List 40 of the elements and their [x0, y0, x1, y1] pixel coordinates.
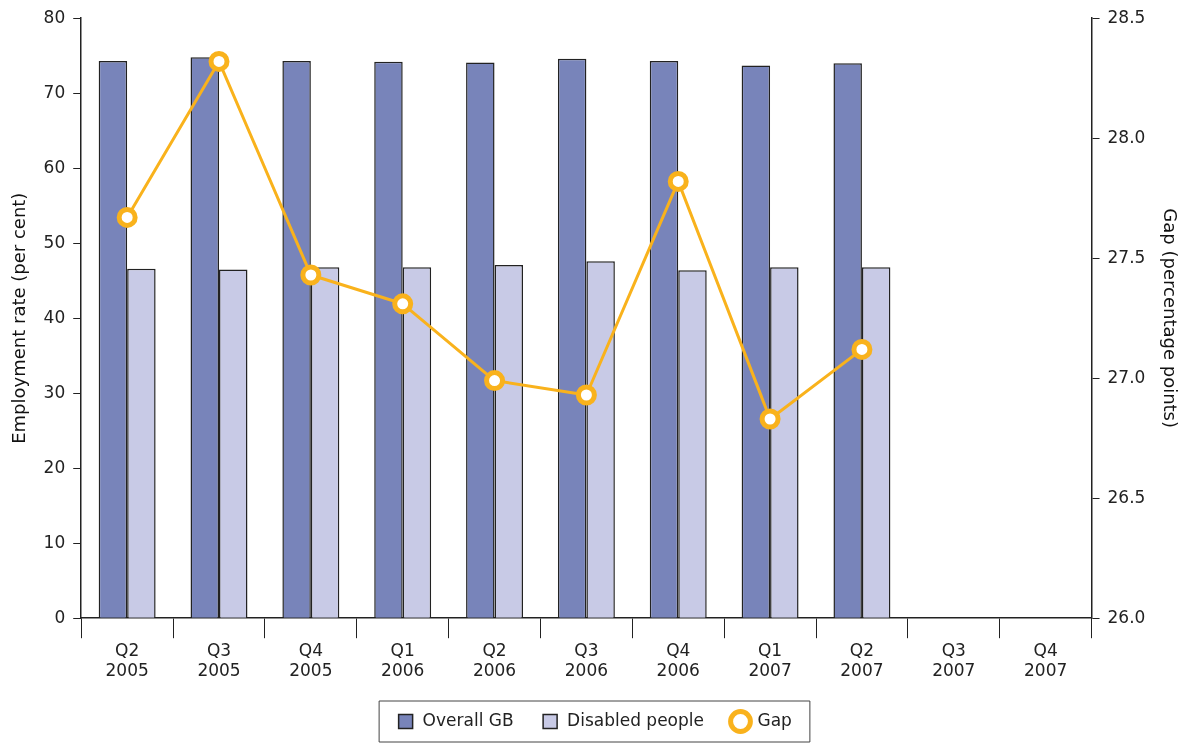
- point: [208, 50, 230, 72]
- y-tick-label: 70: [43, 81, 66, 102]
- legend-label: Overall GB: [422, 709, 514, 730]
- x-tick-label: Q2 2006: [472, 639, 517, 681]
- point: [851, 338, 873, 360]
- x-tick-label: Q2 2005: [105, 639, 149, 681]
- point: [575, 384, 597, 406]
- point: [484, 370, 506, 392]
- y2-tick-label: 28.5: [1107, 6, 1146, 27]
- x-tick-label: Q4 2006: [656, 639, 700, 681]
- y-tick-label: 20: [43, 456, 66, 477]
- point: [667, 170, 689, 192]
- y-tick-label: 10: [43, 531, 66, 552]
- y2-tick-label: 28.0: [1107, 126, 1146, 147]
- x-tick-label: Q2 2007: [840, 639, 884, 681]
- x-tick-label: Q4 2005: [289, 639, 333, 681]
- y-tick-label: 40: [43, 306, 66, 327]
- y2-tick-label: 26.0: [1107, 606, 1146, 627]
- point: [300, 264, 322, 286]
- point: [392, 293, 414, 315]
- x-tick-label: Q1 2007: [748, 639, 792, 681]
- y-axis-title: Employment rate (per cent): [8, 192, 30, 444]
- y-tick-label: 80: [43, 6, 66, 27]
- y-tick-label: 0: [54, 606, 66, 627]
- legend-label: Disabled people: [567, 709, 705, 730]
- point: [116, 206, 138, 228]
- y-tick-label: 60: [43, 156, 66, 177]
- y-tick-label: 30: [43, 381, 66, 402]
- y2-tick-label: 27.0: [1107, 366, 1146, 387]
- point: [759, 408, 781, 430]
- x-tick-label: Q4 2007: [1023, 639, 1068, 681]
- y2-tick-label: 27.5: [1107, 246, 1146, 267]
- y2-axis-title: Gap (percentage points): [1159, 208, 1181, 429]
- x-tick-label: Q3 2006: [564, 639, 609, 681]
- y-tick-label: 50: [43, 231, 66, 252]
- y2-tick-label: 26.5: [1107, 486, 1146, 507]
- x-tick-label: Q3 2007: [932, 639, 976, 681]
- x-tick-label: Q1 2006: [381, 639, 425, 681]
- legend-label: Gap: [757, 709, 792, 730]
- x-tick-label: Q3 2005: [197, 639, 241, 681]
